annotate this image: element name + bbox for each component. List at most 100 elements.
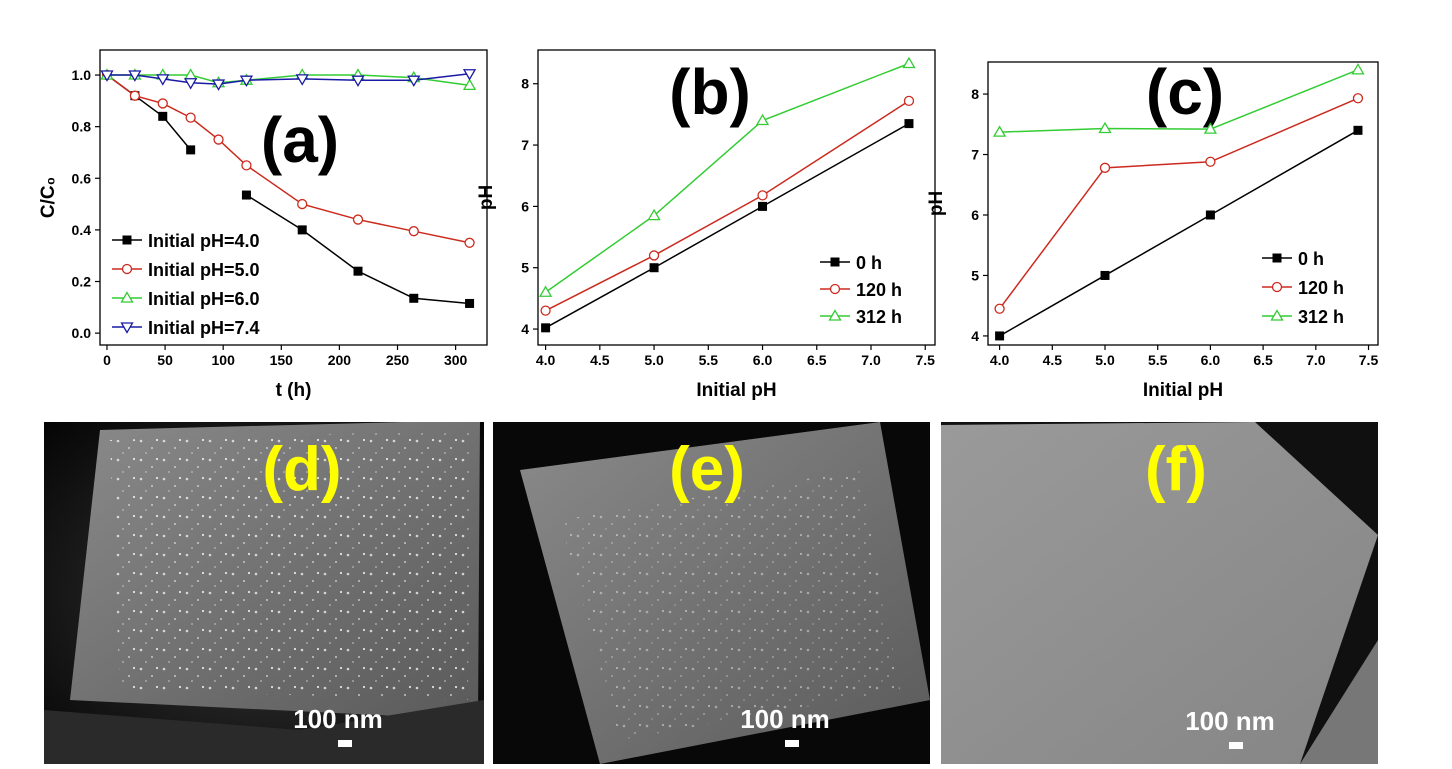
legend-label: Initial pH=5.0 [148, 260, 260, 280]
marker [1351, 63, 1365, 75]
marker [1353, 125, 1363, 135]
x-tick-label: 7.5 [916, 352, 936, 368]
x-tick-label: 5.0 [1095, 352, 1115, 368]
x-tick-label: 5.5 [699, 352, 719, 368]
marker [995, 331, 1005, 341]
legend-label: 0 h [1298, 249, 1324, 269]
x-tick-label: 5.5 [1148, 352, 1168, 368]
marker [156, 74, 170, 86]
legend-label: 120 h [1298, 278, 1344, 298]
panel-label: (b) [669, 56, 751, 128]
legend-label: Initial pH=7.4 [148, 318, 260, 338]
marker [409, 293, 419, 303]
marker [757, 190, 768, 201]
marker [1205, 210, 1215, 220]
y-tick-label: 0.6 [72, 170, 92, 186]
marker [904, 119, 914, 129]
x-tick-label: 6.5 [1253, 352, 1273, 368]
series-line [999, 69, 1359, 133]
marker [462, 69, 477, 81]
series-line [545, 122, 910, 329]
legend-label: 312 h [1298, 307, 1344, 327]
y-tick-label: 0.8 [72, 119, 92, 135]
legend-marker [120, 322, 134, 334]
marker [648, 250, 660, 261]
marker [649, 263, 659, 273]
scale-bar [785, 740, 799, 747]
y-tick-label: 5 [521, 260, 529, 276]
y-tick-label: 6 [521, 198, 529, 214]
legend-label: 120 h [856, 280, 902, 300]
series-line [998, 97, 1359, 310]
x-tick-label: 4.5 [1043, 352, 1063, 368]
image-label: (f) [1145, 435, 1207, 504]
series-line [545, 100, 910, 312]
marker [352, 214, 364, 225]
x-tick-label: 6.0 [753, 352, 773, 368]
scale-text: 100 nm [740, 704, 830, 734]
y-tick-label: 0.4 [72, 222, 92, 238]
marker [903, 95, 915, 107]
image-d [44, 422, 484, 764]
x-tick-label: 6.5 [807, 352, 827, 368]
plot-frame [99, 49, 488, 346]
legend-label: Initial pH=6.0 [148, 289, 260, 309]
marker [994, 303, 1005, 314]
image-e [493, 422, 930, 764]
legend-label: Initial pH=4.0 [148, 231, 260, 251]
scale-text: 100 nm [1185, 706, 1275, 736]
x-tick-label: 100 [212, 352, 236, 368]
marker [184, 78, 198, 90]
marker [1099, 162, 1111, 173]
marker [465, 298, 475, 308]
marker [541, 323, 551, 333]
marker [1098, 121, 1112, 134]
marker [185, 112, 196, 123]
x-tick-label: 7.5 [1359, 352, 1379, 368]
x-tick-label: 6.0 [1201, 352, 1221, 368]
x-tick-label: 5.0 [644, 352, 664, 368]
marker [157, 98, 168, 109]
marker [902, 56, 916, 69]
y-tick-label: 8 [971, 86, 979, 102]
y-tick-label: 7 [521, 137, 529, 153]
y-tick-label: 7 [971, 147, 979, 163]
marker [211, 79, 226, 91]
marker [239, 75, 254, 87]
y-tick-label: 4 [971, 328, 979, 344]
y-tick-label: 0.0 [72, 325, 92, 341]
marker [462, 78, 477, 91]
series-line [106, 74, 470, 244]
marker [992, 125, 1007, 137]
x-tick-label: 50 [157, 352, 173, 368]
x-tick-label: 300 [444, 352, 468, 368]
image-labels: (d) 100 nm (e) 100 nm (f) 100 nm [262, 435, 1275, 749]
marker [186, 145, 196, 155]
marker [1100, 270, 1110, 280]
x-tick-label: 4.0 [990, 352, 1010, 368]
y-tick-label: 1.0 [72, 67, 92, 83]
marker [213, 134, 224, 145]
x-axis-label: t (h) [276, 380, 312, 401]
marker [100, 70, 114, 82]
scale-text: 100 nm [293, 704, 383, 734]
marker [241, 160, 252, 171]
marker [1352, 93, 1364, 104]
y-tick-label: 6 [971, 207, 979, 223]
legend-marker [828, 309, 842, 321]
x-tick-label: 7.0 [861, 352, 881, 368]
series-line [545, 62, 910, 293]
x-tick-label: 4.5 [590, 352, 610, 368]
y-tick-label: 8 [521, 76, 529, 92]
image-label: (e) [669, 435, 745, 504]
marker [407, 75, 421, 87]
scale-bar [338, 740, 352, 747]
y-tick-label: 4 [521, 321, 529, 337]
legend-marker [1272, 253, 1282, 263]
legend-label: 0 h [856, 253, 882, 273]
y-tick-label: 0.2 [72, 274, 92, 290]
marker [408, 226, 419, 237]
panel-label: (a) [261, 104, 339, 176]
y-axis-label: C/C₀ [38, 177, 59, 218]
